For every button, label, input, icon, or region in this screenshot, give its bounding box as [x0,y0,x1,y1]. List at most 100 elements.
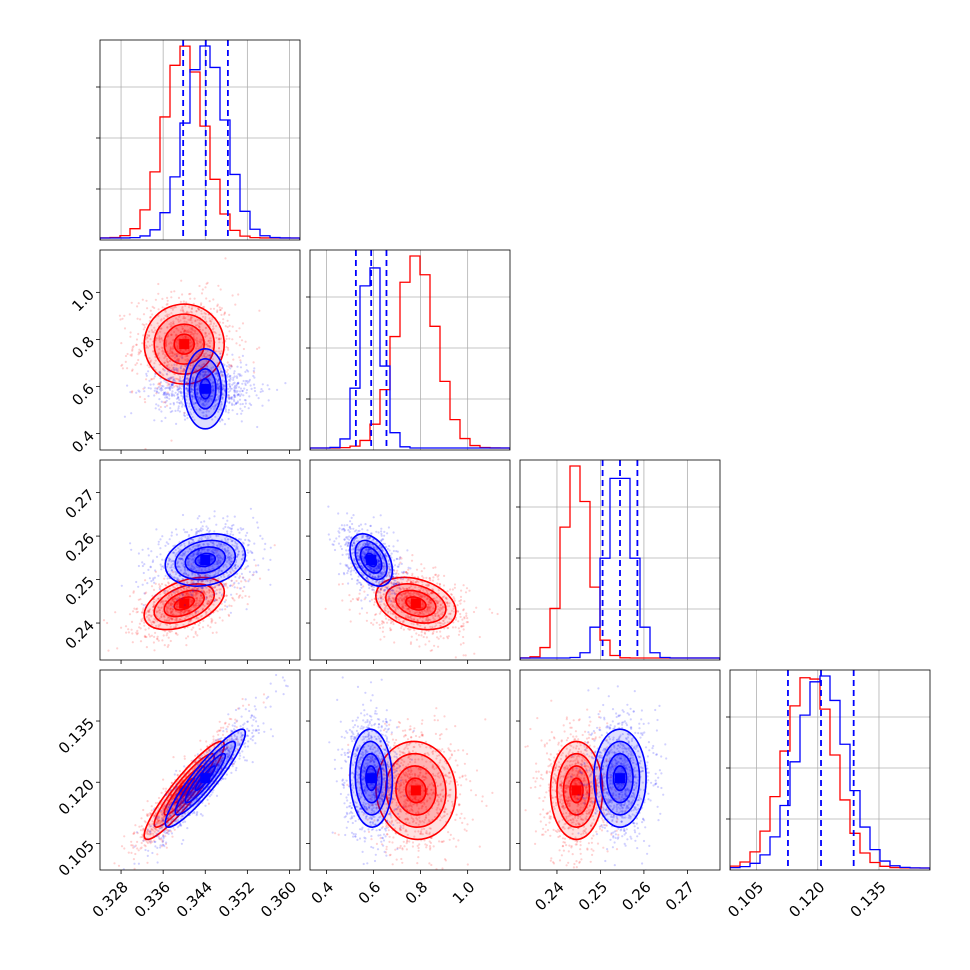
scatter-point [349,620,352,623]
scatter-point [349,600,352,603]
scatter-point [381,630,384,633]
scatter-point [224,583,227,586]
scatter-point [174,380,177,383]
scatter-point [426,592,429,595]
scatter-point [230,402,234,405]
scatter-point [439,635,442,638]
scatter-point [168,630,171,633]
scatter-point [185,592,188,595]
scatter-point [464,591,468,594]
scatter-point [178,387,181,390]
scatter-point [170,607,173,610]
scatter-point [217,577,220,580]
scatter-point [414,611,417,614]
scatter-point [190,593,193,596]
scatter-point [185,588,188,591]
scatter-point [176,561,179,564]
scatter-point [198,364,201,367]
scatter-point [446,601,449,604]
scatter-point [197,586,200,589]
scatter-point [183,415,187,418]
scatter-point [191,565,194,568]
scatter-point [395,550,398,553]
scatter-point [183,587,186,591]
scatter-point [204,332,207,335]
scatter-point [208,300,211,303]
scatter-point [182,563,185,566]
scatter-point [152,377,155,380]
scatter-point [153,366,156,369]
scatter-point [408,600,411,603]
scatter-point [381,557,384,560]
scatter-point [378,564,381,567]
scatter-point [427,610,430,613]
scatter-point [235,391,238,394]
scatter-point [381,598,384,601]
scatter-point [142,387,145,390]
scatter-point [191,579,194,582]
scatter-point [236,542,239,545]
scatter-point [157,383,160,386]
scatter-point [193,590,196,594]
scatter-point [241,576,245,579]
scatter-point [190,600,193,603]
scatter-point [170,342,173,345]
scatter-point [161,297,164,300]
scatter-point [231,338,234,341]
scatter-point [175,397,178,400]
scatter-point [208,354,211,357]
scatter-point [422,635,425,639]
scatter-point [328,538,331,541]
scatter-point [153,306,156,310]
scatter-point [221,371,224,374]
scatter-point [436,582,439,585]
scatter-point [121,317,124,320]
scatter-point [208,345,211,348]
scatter-point [418,610,421,614]
scatter-point [170,602,173,605]
scatter-point [380,595,383,599]
scatter-point [147,568,150,572]
scatter-point [405,571,408,574]
scatter-point [181,327,184,331]
scatter-point [205,525,208,528]
scatter-point [172,322,175,325]
scatter-point [195,589,198,592]
scatter-point [368,566,371,569]
scatter-point [220,371,223,374]
scatter-point [391,613,394,616]
scatter-point [376,542,379,545]
scatter-point [225,594,228,597]
scatter-point [430,602,433,605]
scatter-point [195,569,198,573]
scatter-point [224,608,227,611]
scatter-point [255,570,258,573]
scatter-point [346,512,349,515]
scatter-point [437,578,440,581]
scatter-point [211,328,214,331]
scatter-point [182,309,185,312]
scatter-point [422,576,425,580]
scatter-point [171,354,174,358]
scatter-point [185,386,188,390]
scatter-point [417,593,420,596]
scatter-point [267,399,270,402]
scatter-point [251,574,254,577]
scatter-point [102,619,106,622]
scatter-point [181,403,184,406]
panel-frame [99,459,301,661]
scatter-point [407,607,410,610]
scatter-point [206,527,210,530]
scatter-point [166,606,170,609]
scatter-point [177,296,181,299]
scatter-point [170,602,173,605]
scatter-point [129,542,132,545]
scatter-point [401,593,404,596]
scatter-point [225,370,228,374]
scatter-point [144,635,147,639]
scatter-point [170,534,173,537]
scatter-point [211,579,214,582]
scatter-point [387,610,390,613]
scatter-point [193,418,196,421]
scatter-point [400,626,403,630]
